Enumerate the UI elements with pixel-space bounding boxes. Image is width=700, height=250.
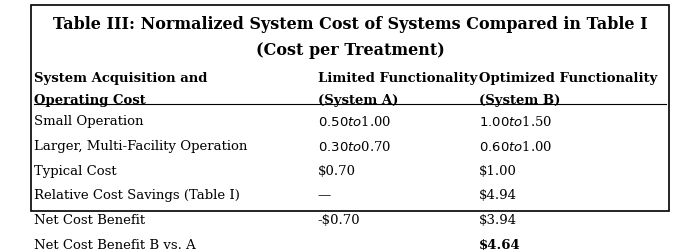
Text: (System B): (System B) [479,94,561,106]
Text: Limited Functionality: Limited Functionality [318,72,477,85]
Text: Operating Cost: Operating Cost [34,94,146,106]
Text: $1.00: $1.00 [479,164,517,177]
Text: $3.94: $3.94 [479,213,517,226]
Text: $1.00 to $1.50: $1.00 to $1.50 [479,115,552,129]
Text: Typical Cost: Typical Cost [34,164,116,177]
Text: (System A): (System A) [318,94,398,106]
Text: -$0.70: -$0.70 [318,213,360,226]
Text: Optimized Functionality: Optimized Functionality [479,72,657,85]
Text: $0.30 to $0.70: $0.30 to $0.70 [318,140,391,153]
Text: —: — [318,189,331,202]
Text: $0.50 to $1.00: $0.50 to $1.00 [318,115,391,129]
Text: $4.64: $4.64 [479,238,521,250]
Text: Table III: Normalized System Cost of Systems Compared in Table I: Table III: Normalized System Cost of Sys… [52,16,648,33]
Text: Net Cost Benefit B vs. A: Net Cost Benefit B vs. A [34,238,196,250]
Text: Larger, Multi-Facility Operation: Larger, Multi-Facility Operation [34,140,247,152]
Text: Small Operation: Small Operation [34,115,143,128]
Text: (Cost per Treatment): (Cost per Treatment) [256,42,444,59]
Text: Relative Cost Savings (Table I): Relative Cost Savings (Table I) [34,189,240,202]
Text: $0.70: $0.70 [318,164,356,177]
Text: Net Cost Benefit: Net Cost Benefit [34,213,145,226]
Text: $0.60 to $1.00: $0.60 to $1.00 [479,140,552,153]
Text: $4.94: $4.94 [479,189,517,202]
Text: System Acquisition and: System Acquisition and [34,72,207,85]
